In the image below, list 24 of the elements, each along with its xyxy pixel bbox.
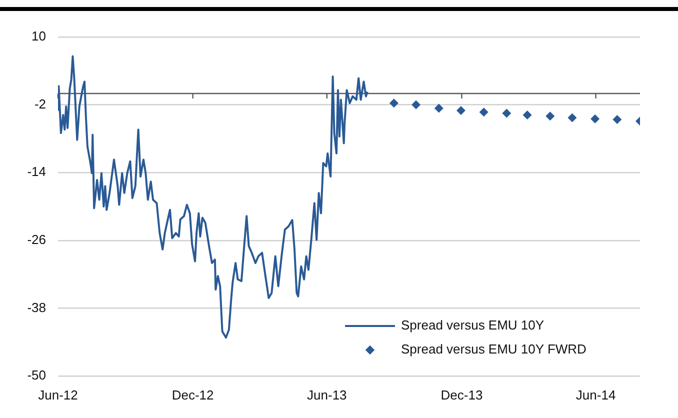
point: [479, 108, 488, 117]
point: [546, 112, 555, 121]
x-tick-label: Jun-13: [307, 387, 347, 402]
point: [568, 113, 577, 122]
y-tick-label: -14: [27, 164, 46, 180]
y-tick-label: 10: [32, 28, 46, 44]
point: [590, 114, 600, 124]
point: [612, 114, 622, 124]
x-tick-label: Jun-12: [38, 387, 78, 402]
y-tick-label: -2: [34, 96, 46, 112]
x-tick-label: Dec-12: [172, 387, 214, 402]
x-tick-label: Jun-14: [576, 387, 616, 402]
point: [522, 110, 532, 120]
point: [502, 108, 512, 118]
point: [389, 98, 398, 108]
legend-label: Spread versus EMU 10Y FWRD: [401, 342, 586, 357]
x-tick-label: Dec-13: [440, 387, 483, 402]
y-tick-label: -38: [27, 300, 46, 315]
y-tick-label: -26: [27, 232, 46, 247]
legend-label: Spread versus EMU 10Y: [401, 318, 544, 333]
point: [456, 106, 466, 115]
y-tick-label: -50: [27, 368, 46, 383]
point: [434, 104, 444, 113]
point: [412, 100, 421, 110]
